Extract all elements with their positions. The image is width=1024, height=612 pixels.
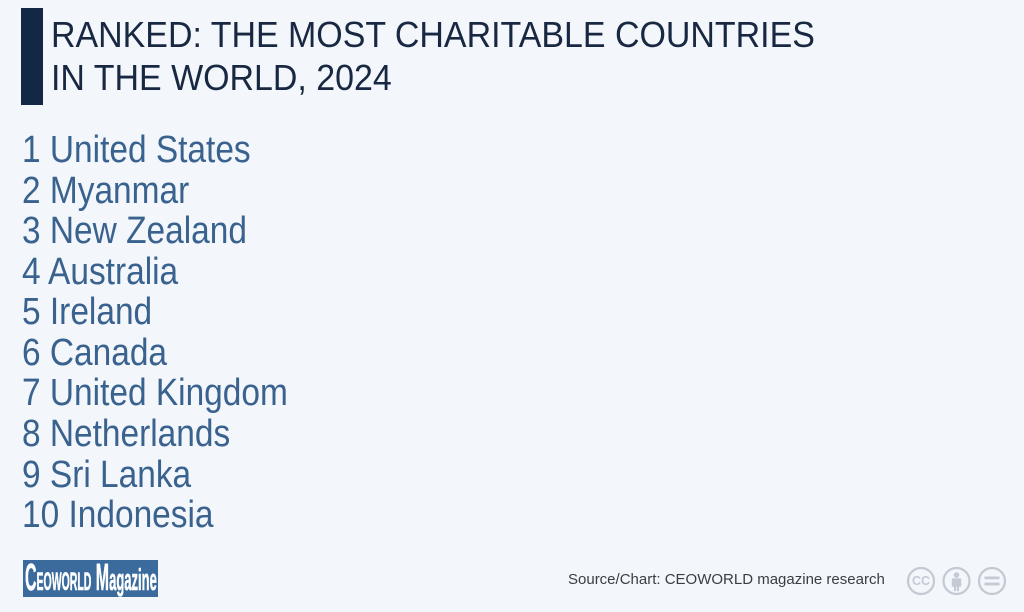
svg-text:CC: CC (912, 574, 930, 588)
